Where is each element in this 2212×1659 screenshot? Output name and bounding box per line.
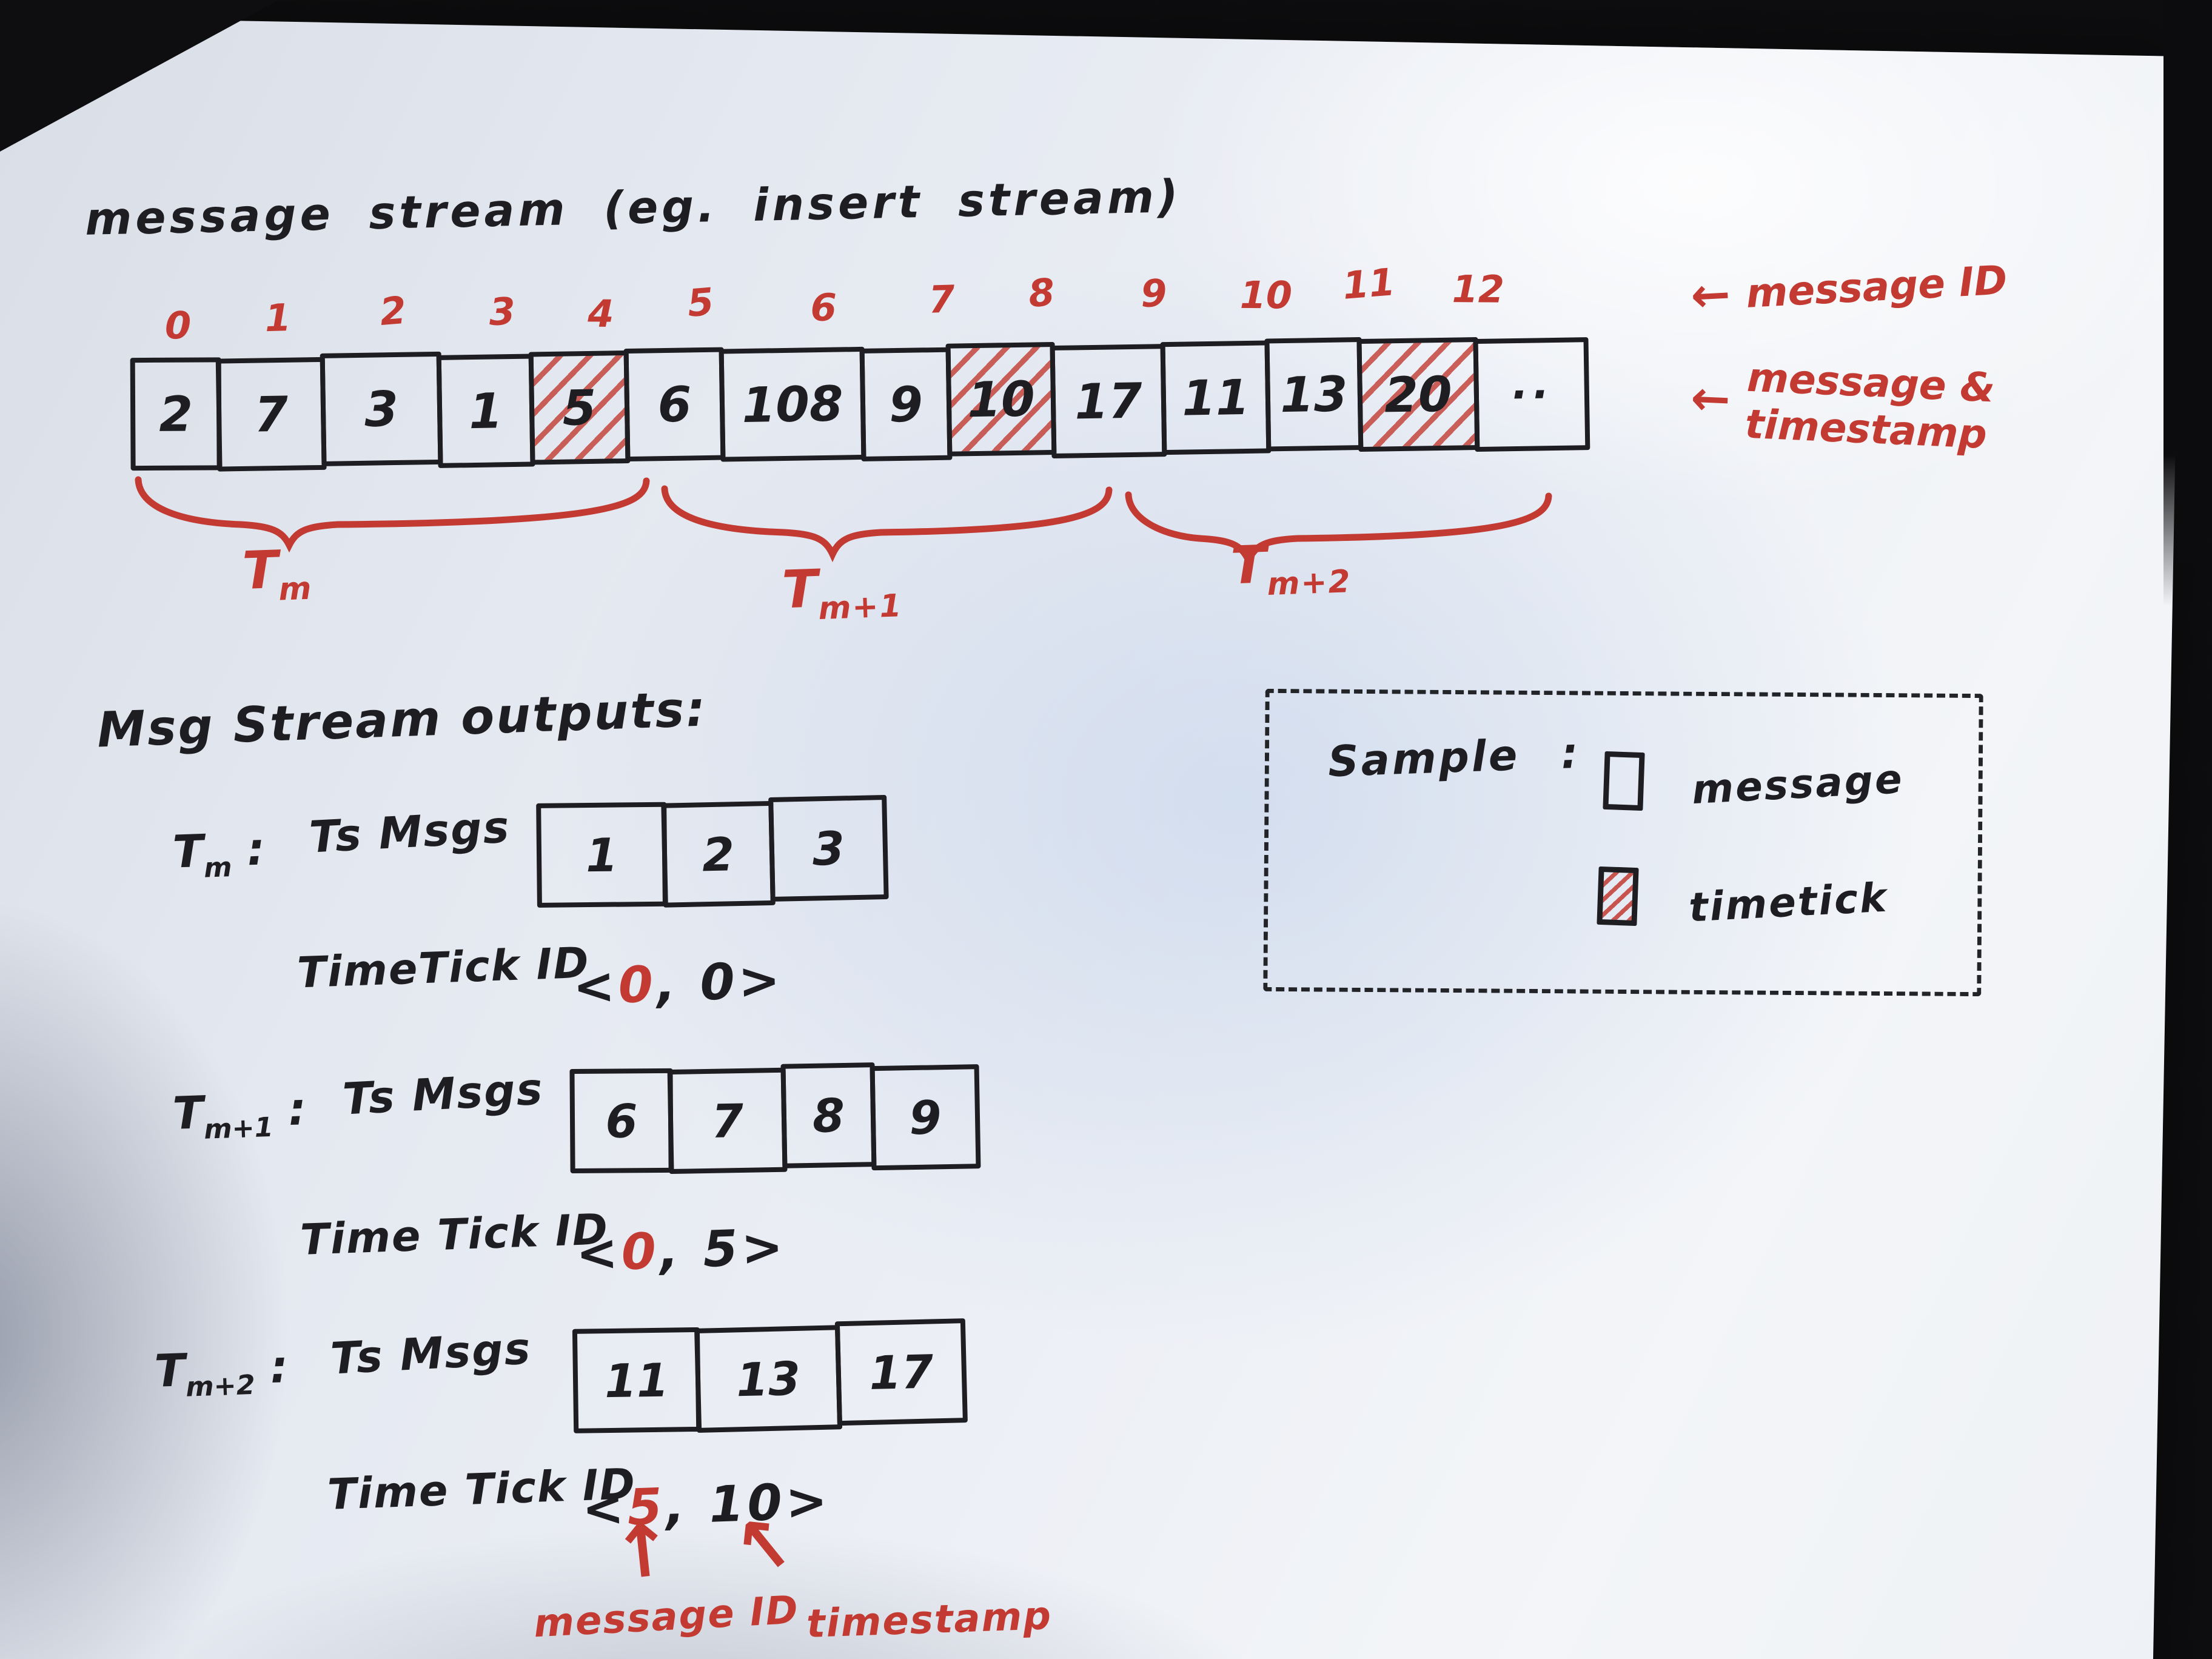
output-msg-cell: 2 [661,800,776,908]
ts-msgs-box-tm2: 11 13 17 [572,1318,968,1434]
output-msg-cell: 1 [536,802,668,908]
ts-msgs-box-tm1: 6 7 8 9 [569,1062,981,1175]
timetick-id-value-tm: <0, 0> [572,951,784,1016]
window-label-main: T [781,558,819,621]
message-stream-cells: 2 7 3 1 5 6 108 9 10 17 11 13 20 ·· [130,335,1590,472]
window-label-tm2: Tm+2 [1230,532,1352,604]
stream-cell-message: 7 [215,357,327,472]
row-label-sub: m+2 [185,1369,256,1403]
index-label: 9 [1140,270,1168,316]
index-label: 7 [928,276,956,322]
tick-timestamp: 0 [699,953,740,1012]
timetick-id-label-tm: TimeTick ID [296,937,591,998]
output-msg-cell: 3 [768,794,889,902]
tick-timestamp: 5 [702,1219,743,1279]
stream-cell-message: 108 [719,346,866,462]
tick-close: > [737,951,785,1011]
index-label: 5 [685,279,716,326]
row-label-colon: : [269,1341,289,1394]
stream-cell-timetick: 20 [1356,337,1480,452]
index-label: 8 [1027,269,1057,317]
stream-cell-message: 9 [859,347,953,461]
left-arrow-icon: ← [1689,370,1732,427]
output-row-label-tm1: Tm+1 : [172,1083,307,1146]
row-label-colon: : [287,1083,307,1136]
window-label-main: T [241,539,280,602]
window-label-sub: m+1 [817,588,903,627]
window-label-tm1: Tm+1 [781,556,903,628]
output-msg-cell: 17 [834,1318,968,1426]
stream-cell-message: 1 [436,354,535,468]
index-label: 0 [164,303,192,348]
output-msg-cell: 13 [694,1325,843,1433]
tick-open: < [572,957,620,1017]
annotation-message-timestamp-label: message & timestamp [1744,354,1996,458]
annotation-message-id-label: message ID [1744,256,2008,317]
row-label-sub: m+1 [203,1111,274,1145]
index-label: 11 [1341,260,1397,308]
index-label: 2 [378,287,408,334]
index-label: 12 [1452,267,1505,312]
legend-title: Sample : [1327,728,1581,786]
stream-cell-message: 17 [1050,344,1167,459]
window-label-sub: m [278,570,313,608]
output-msg-cell: 7 [667,1067,788,1175]
row-label-sub: m [203,852,233,884]
timetick-id-value-tm1: <0, 5> [575,1218,787,1283]
index-label: 6 [810,285,837,330]
row-label-main: T [172,825,204,879]
left-arrow-icon: ← [1689,267,1732,324]
tick-msg-id: 0 [620,1222,661,1282]
tick-comma: , [655,954,680,1014]
output-msg-cell: 11 [572,1327,702,1433]
stream-cell-ellipsis: ·· [1473,337,1590,452]
stream-cell-timetick: 5 [528,350,631,465]
output-msg-cell: 6 [569,1068,674,1174]
tick-open: < [575,1224,623,1284]
up-arrow-icon: ↑ [608,1507,678,1597]
stream-cell-message: 2 [130,357,222,471]
row-label-colon: : [246,823,266,876]
tick-msg-id: 0 [617,956,658,1015]
index-label: 10 [1239,272,1293,318]
output-row-label-tm: Tm : [172,823,266,885]
photo-edge-right [2163,0,2212,606]
timetick-square-icon [1597,866,1639,927]
ts-msgs-box-tm: 1 2 3 [535,794,889,908]
stream-cell-timetick: 10 [945,341,1057,457]
window-brace-tm [135,470,650,553]
legend-title-text: Sample [1327,730,1521,787]
ts-msgs-label-tm: Ts Msgs [308,801,512,863]
up-left-arrow-icon: ↖ [729,1501,799,1591]
row-label-main: T [172,1087,204,1140]
stream-cell-message: 3 [320,351,443,466]
window-brace-tm2 [1125,485,1552,569]
window-label-tm: Tm [241,538,313,609]
index-label: 3 [488,289,516,334]
output-msg-cell: 8 [780,1062,877,1168]
stream-cell-message: 13 [1264,337,1364,452]
row-label-main: T [153,1344,186,1398]
stream-cell-message: 11 [1160,340,1272,455]
message-square-icon [1603,751,1645,811]
legend-title-colon: : [1560,728,1581,779]
ts-msgs-label-tm1: Ts Msgs [341,1063,545,1125]
index-label: 4 [588,291,614,336]
window-label-main: T [1230,534,1268,597]
output-msg-cell: 9 [870,1064,981,1171]
window-brace-tm1 [661,479,1113,563]
tick-comma: , [659,1221,683,1281]
ts-msgs-label-tm2: Ts Msgs [329,1322,533,1384]
index-label: 1 [264,295,292,341]
pointer-timestamp-label: timestamp [805,1593,1053,1647]
stream-cell-message: 6 [623,347,726,462]
output-row-label-tm2: Tm+2 : [153,1341,289,1404]
window-label-sub: m+2 [1266,563,1352,603]
tick-close: > [740,1218,788,1278]
